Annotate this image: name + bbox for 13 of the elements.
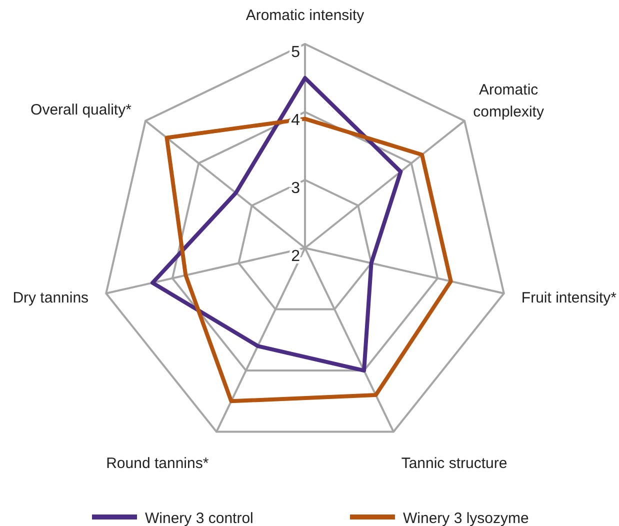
spoke-label: Fruit intensity* — [521, 289, 617, 306]
spoke-label: Round tannins* — [106, 455, 209, 472]
legend-label: Winery 3 control — [145, 510, 254, 526]
spoke-label: Aromatic complexity — [473, 82, 544, 121]
y-tick-label: 5 — [291, 44, 300, 61]
legend-label: Winery 3 lysozyme — [403, 510, 529, 526]
spoke-label: Aromatic intensity — [246, 7, 365, 24]
spoke-label: Dry tannins — [12, 289, 89, 306]
spoke-label: Tannic structure — [401, 455, 508, 472]
spoke-label: Overall quality* — [30, 102, 132, 119]
y-tick-label: 2 — [291, 248, 300, 265]
y-tick-label: 4 — [291, 112, 300, 129]
y-tick-label: 3 — [291, 180, 300, 197]
